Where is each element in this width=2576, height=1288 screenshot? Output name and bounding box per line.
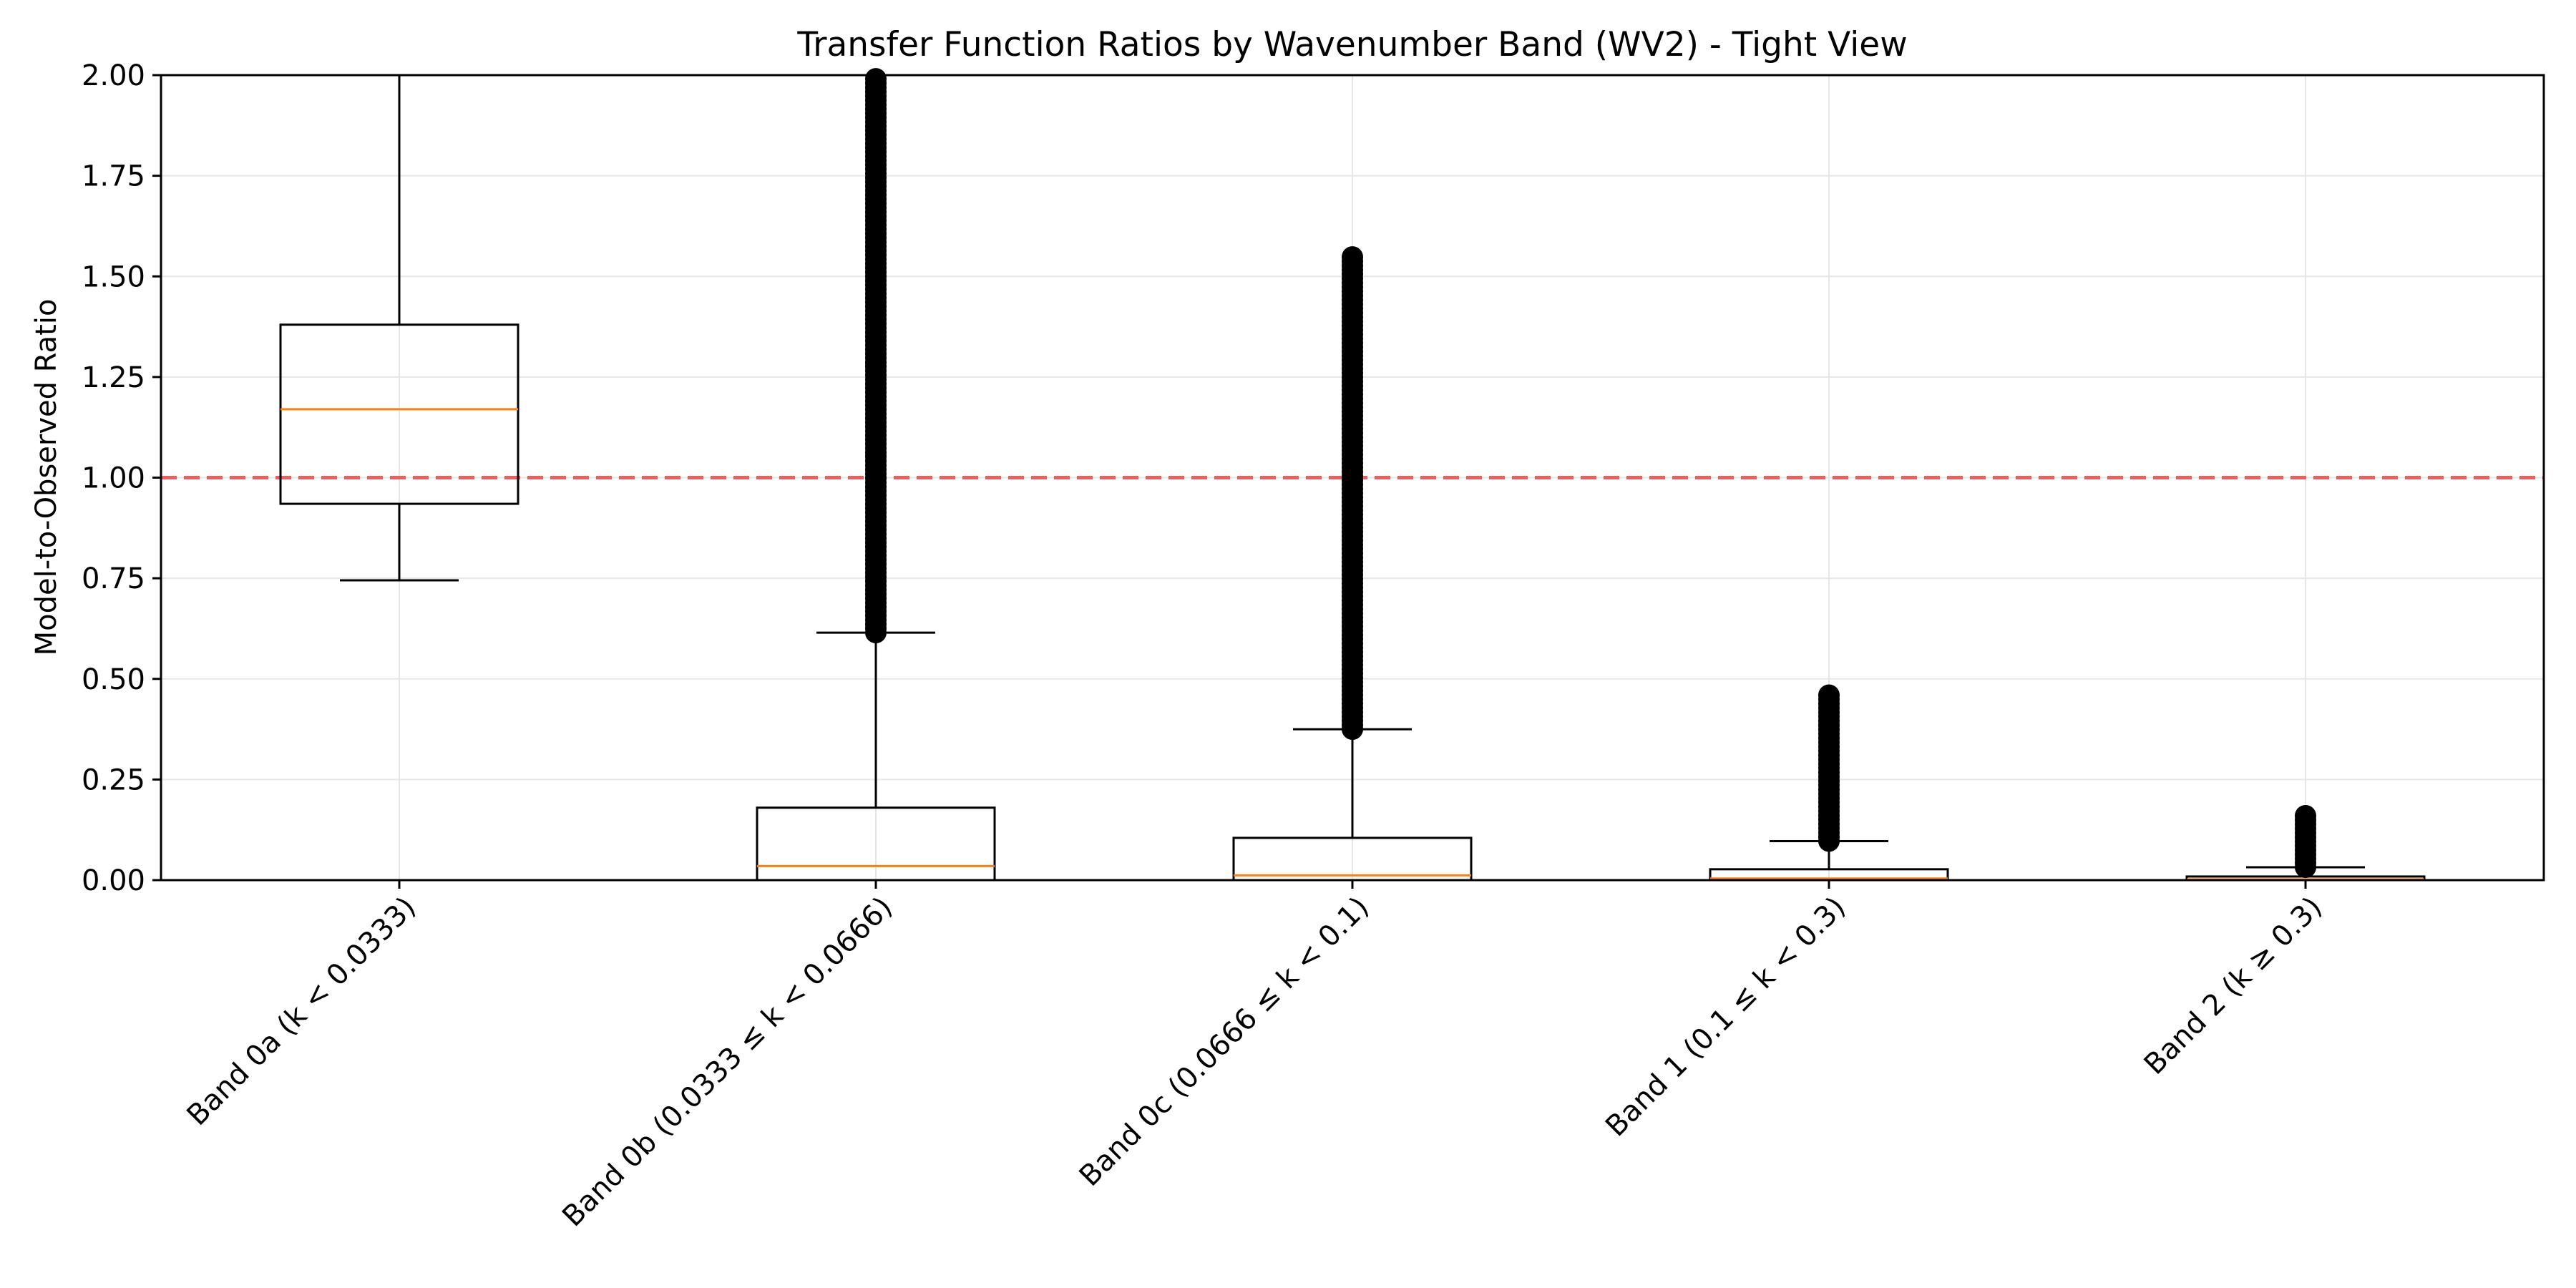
box-group <box>1709 684 1949 882</box>
y-tick-label: 0.50 <box>82 663 145 696</box>
box-group <box>1232 246 1473 882</box>
y-tick-label: 2.00 <box>82 59 145 92</box>
chart-title: Transfer Function Ratios by Wavenumber B… <box>796 25 1907 64</box>
y-tick-label: 0.25 <box>82 763 145 796</box>
outlier-point <box>865 68 887 90</box>
y-axis-label: Model-to-Observed Ratio <box>30 299 63 656</box>
box-group <box>2185 805 2426 882</box>
box-group <box>756 68 996 882</box>
y-tick-label: 0.75 <box>82 562 145 595</box>
box-layer <box>279 68 2426 882</box>
outlier-point <box>1818 684 1840 706</box>
box-iqr <box>279 323 519 505</box>
y-tick-layer: 0.00 0.25 0.50 0.75 1.00 1.25 1.50 1.75 2.00 <box>82 59 161 897</box>
y-tick-label: 1.00 <box>82 462 145 495</box>
outlier-point <box>1342 246 1363 268</box>
y-tick-label: 1.50 <box>82 260 145 293</box>
y-tick-label: 0.00 <box>82 864 145 897</box>
y-tick-label: 1.25 <box>82 361 145 394</box>
outlier-point <box>2295 805 2316 826</box>
box-group <box>279 75 519 582</box>
y-tick-label: 1.75 <box>82 160 145 193</box>
